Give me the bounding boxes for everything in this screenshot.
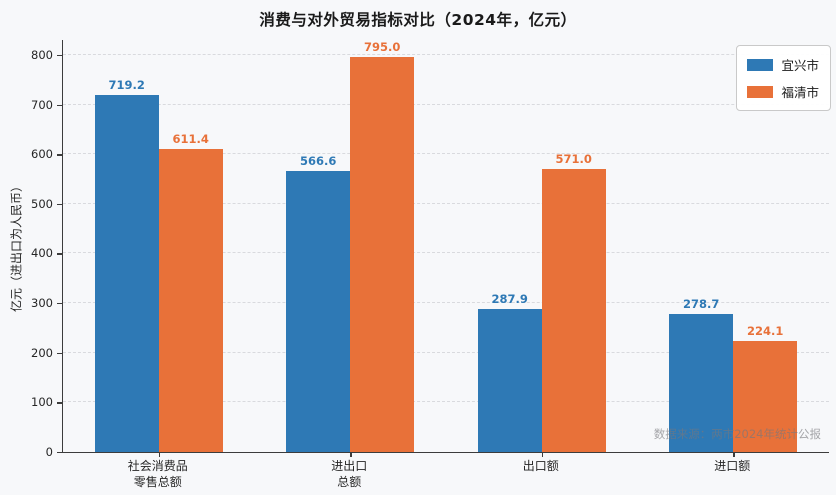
bar: 719.2	[94, 78, 159, 452]
x-tick-label: 进出口 总额	[331, 459, 368, 489]
chart-title: 消费与对外贸易指标对比（2024年，亿元）	[259, 11, 577, 29]
gridline	[63, 103, 829, 105]
x-axis-labels: 社会消费品 零售总额 进出口 总额 出口额 进口额	[62, 458, 828, 490]
y-axis-tick	[57, 203, 62, 206]
y-tick-label: 0	[45, 445, 53, 459]
y-axis-label: 亿元（进出口为人民币）	[9, 179, 24, 313]
x-axis-tick	[350, 453, 352, 458]
legend-item: 宜兴市	[747, 55, 819, 74]
y-tick-label: 100	[31, 395, 53, 410]
bar-value-label: 795.0	[364, 40, 401, 55]
gridline	[63, 401, 829, 403]
legend-swatch	[747, 58, 774, 71]
bar-group: 287.9 571.0	[446, 40, 638, 458]
bar: 611.4	[158, 132, 223, 452]
y-axis-tick	[57, 303, 62, 305]
gridline	[63, 202, 829, 204]
bar-value-label: 278.7	[683, 296, 720, 311]
gridline	[63, 153, 829, 155]
watermark: 数据来源：两市2024年统计公报	[653, 427, 821, 441]
bar-groups: 719.2 611.4 566.6 795.0 287.9 571.0 278.7 224.1	[63, 40, 830, 458]
y-tick-label: 200	[31, 345, 53, 360]
gridline	[63, 351, 829, 353]
x-axis-tick	[541, 453, 544, 458]
bar: 278.7	[669, 297, 734, 452]
y-tick-label: 700	[31, 97, 53, 112]
x-tick-label: 进口额	[714, 459, 751, 473]
bar-value-label: 287.9	[491, 292, 528, 307]
legend-label: 福清市	[781, 85, 819, 100]
bar-group: 278.7 224.1	[638, 40, 830, 458]
plot-area: 719.2 611.4 566.6 795.0 287.9 571.0 278.7 224.1…	[62, 40, 831, 458]
bar: 571.0	[541, 152, 606, 452]
bar-value-label: 224.1	[747, 323, 784, 338]
bar: 566.6	[286, 154, 351, 452]
bar-value-label: 719.2	[108, 78, 145, 92]
x-axis-tick	[733, 453, 735, 458]
y-tick-label: 500	[31, 196, 53, 211]
y-tick-label: 600	[31, 147, 53, 162]
x-axis-tick	[158, 453, 161, 458]
bar-group: 566.6 795.0	[255, 40, 447, 458]
bar: 287.9	[477, 292, 542, 452]
bar: 795.0	[350, 40, 415, 452]
bar: 224.1	[733, 324, 798, 452]
bar-value-label: 571.0	[555, 151, 592, 166]
legend-item: 福清市	[747, 82, 819, 101]
y-tick-label: 800	[31, 47, 53, 62]
x-tick-label: 出口额	[522, 459, 559, 473]
legend: 宜兴市 福清市	[736, 45, 831, 111]
bar-value-label: 611.4	[172, 131, 209, 146]
legend-label: 宜兴市	[781, 58, 819, 73]
y-axis-tick	[57, 154, 62, 156]
gridline	[63, 252, 829, 254]
y-tick-label: 300	[31, 296, 53, 311]
y-axis-tick	[57, 54, 62, 57]
y-axis-tick	[57, 452, 62, 454]
y-axis-tick	[57, 104, 62, 106]
x-tick-label: 社会消费品 零售总额	[127, 459, 188, 489]
legend-swatch	[747, 85, 774, 98]
y-axis-tick	[57, 402, 62, 404]
bar-value-label: 566.6	[300, 153, 337, 168]
y-axis-tick	[57, 352, 62, 355]
bar-group: 719.2 611.4	[63, 40, 255, 458]
y-axis-tick	[57, 253, 62, 255]
gridline	[63, 53, 829, 55]
y-tick-label: 400	[31, 246, 53, 261]
gridline	[63, 302, 829, 304]
